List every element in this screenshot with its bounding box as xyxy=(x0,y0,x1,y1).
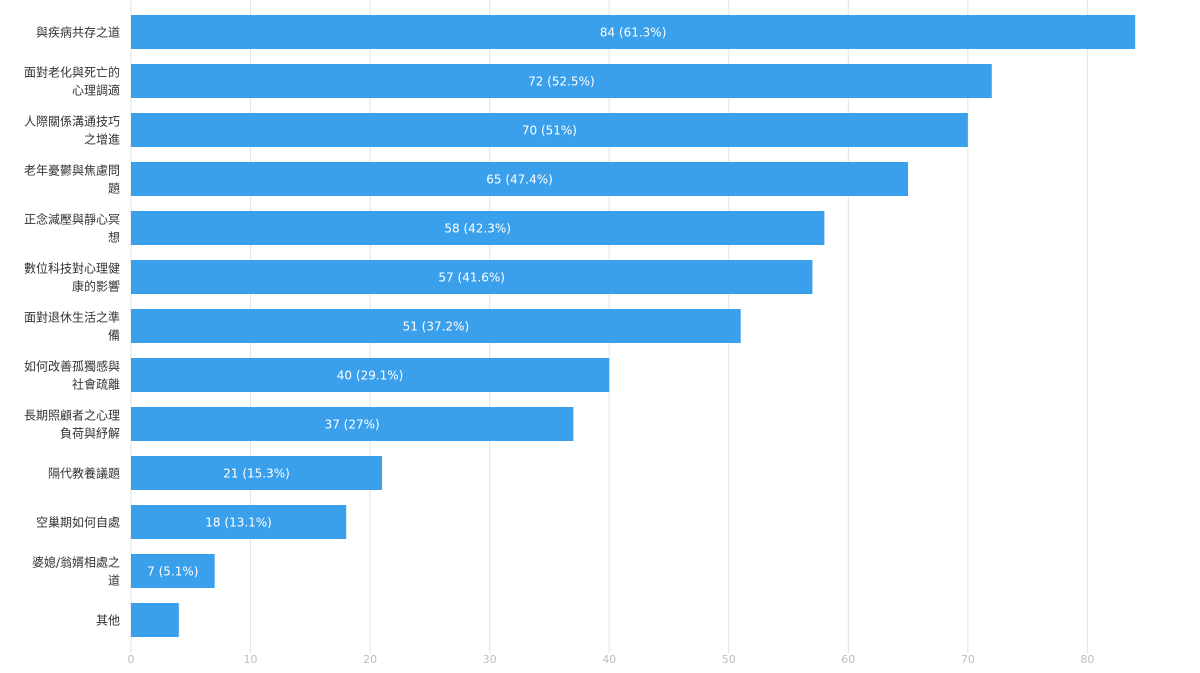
category-label-line: 長期照顧者之心理 xyxy=(24,408,120,423)
category-label-line: 人際關係溝通技巧 xyxy=(24,115,120,129)
x-tick-label: 50 xyxy=(722,653,736,666)
category-label: 其他 xyxy=(96,614,120,628)
category-label: 長期照顧者之心理負荷與紓解 xyxy=(24,408,120,441)
category-label: 婆媳/翁婿相處之道 xyxy=(32,555,120,588)
category-label-line: 道 xyxy=(108,574,120,588)
bar-data-label: 58 (42.3%) xyxy=(444,222,511,236)
bar[interactable] xyxy=(131,603,179,637)
bar[interactable] xyxy=(131,456,383,490)
bar[interactable] xyxy=(131,358,610,392)
category-label-line: 婆媳/翁婿相處之 xyxy=(32,555,120,570)
bar-data-label: 40 (29.1%) xyxy=(337,369,404,383)
category-label: 人際關係溝通技巧之增進 xyxy=(24,115,120,147)
category-label: 空巢期如何自處 xyxy=(36,515,120,530)
category-label-line: 備 xyxy=(108,328,120,343)
category-label-line: 隔代教養議題 xyxy=(48,466,120,481)
bar-data-label: 37 (27%) xyxy=(325,418,380,432)
category-label: 如何改善孤獨感與社會疏離 xyxy=(24,359,120,392)
x-tick-label: 70 xyxy=(961,653,975,666)
label-layer: 84 (61.3%) 72 (52.5%) 70 (51%) 65 (47.4%) 58… xyxy=(147,26,666,579)
x-tick-label: 20 xyxy=(363,653,377,666)
category-label: 數位科技對心理健康的影響 xyxy=(24,261,120,294)
bar-data-label: 70 (51%) xyxy=(522,124,577,138)
bar[interactable] xyxy=(131,162,909,196)
category-label-line: 面對退休生活之準 xyxy=(24,310,120,325)
bar[interactable] xyxy=(131,211,825,245)
category-label-line: 老年憂鬱與焦慮問 xyxy=(24,164,120,178)
bar[interactable] xyxy=(131,505,347,539)
bar[interactable] xyxy=(131,64,992,98)
bar-layer xyxy=(131,15,1136,637)
category-label: 面對老化與死亡的心理調適 xyxy=(24,65,120,98)
bar-data-label: 18 (13.1%) xyxy=(205,516,272,530)
tick-layer: 0 10 20 30 40 50 60 70 80 xyxy=(128,653,1095,666)
category-label-line: 正念減壓與靜心冥 xyxy=(24,212,120,227)
category-label: 老年憂鬱與焦慮問題 xyxy=(24,164,120,196)
bar-data-label: 21 (15.3%) xyxy=(223,467,290,481)
bar-data-label: 57 (41.6%) xyxy=(438,271,505,285)
bar[interactable] xyxy=(131,407,574,441)
category-label-line: 康的影響 xyxy=(72,279,120,294)
category-label-line: 社會疏離 xyxy=(72,377,120,392)
x-tick-label: 80 xyxy=(1080,653,1094,666)
x-tick-label: 60 xyxy=(841,653,855,666)
category-label-line: 題 xyxy=(108,182,120,196)
bar-data-label: 72 (52.5%) xyxy=(528,75,595,89)
bar[interactable] xyxy=(131,15,1136,49)
category-layer: 與疾病共存之道面對老化與死亡的心理調適人際關係溝通技巧之增進老年憂鬱與焦慮問題正… xyxy=(24,25,120,628)
category-label-line: 其他 xyxy=(96,614,120,628)
category-label: 正念減壓與靜心冥想 xyxy=(24,212,120,245)
bar[interactable] xyxy=(131,113,968,147)
x-tick-label: 0 xyxy=(128,653,135,666)
category-label: 與疾病共存之道 xyxy=(36,25,120,40)
category-label-line: 與疾病共存之道 xyxy=(36,25,120,40)
bar-data-label: 65 (47.4%) xyxy=(486,173,553,187)
category-label-line: 數位科技對心理健 xyxy=(24,261,120,276)
x-tick-label: 30 xyxy=(483,653,497,666)
bar[interactable] xyxy=(131,260,813,294)
category-label-line: 想 xyxy=(108,230,120,245)
bar-data-label: 84 (61.3%) xyxy=(600,26,667,40)
bar[interactable] xyxy=(131,554,215,588)
category-label-line: 如何改善孤獨感與 xyxy=(24,359,120,374)
bar-data-label: 51 (37.2%) xyxy=(403,320,470,334)
bar-data-label: 7 (5.1%) xyxy=(147,565,198,579)
x-tick-label: 10 xyxy=(244,653,258,666)
category-label-line: 面對老化與死亡的 xyxy=(24,65,120,80)
category-label: 面對退休生活之準備 xyxy=(24,310,120,343)
bar[interactable] xyxy=(131,309,741,343)
category-label: 隔代教養議題 xyxy=(48,466,120,481)
category-label-line: 空巢期如何自處 xyxy=(36,515,120,530)
category-label-line: 心理調適 xyxy=(72,83,120,98)
category-label-line: 之增進 xyxy=(84,133,120,147)
category-label-line: 負荷與紓解 xyxy=(60,427,120,441)
x-tick-label: 40 xyxy=(602,653,616,666)
